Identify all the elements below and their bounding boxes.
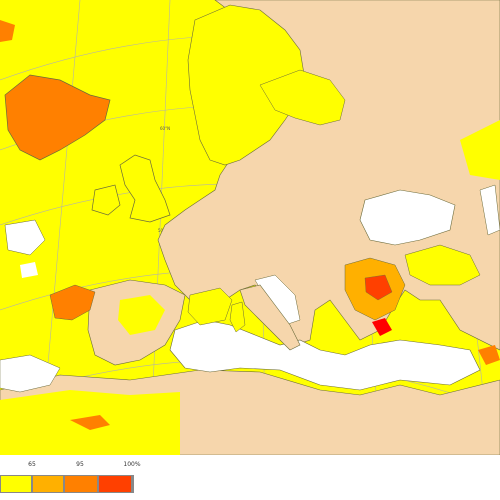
legend-swatch: [64, 475, 98, 493]
legend-swatch: [32, 475, 64, 493]
anatolia-yellow: [404, 244, 481, 286]
legend-swatch: [98, 475, 132, 493]
iceland: [4, 74, 111, 161]
legend-tick-label: 65: [28, 461, 36, 468]
baltic-area: [259, 69, 346, 126]
scandinavia-area: [187, 4, 306, 166]
legend-swatch: [132, 475, 134, 493]
middle-east-yellow: [460, 120, 500, 180]
atlantic-white-pocket: [4, 219, 46, 256]
ireland: [91, 184, 121, 216]
caspian-sea: [479, 184, 500, 236]
atlantic-white-pocket-2: [20, 262, 38, 278]
great-britain: [119, 154, 171, 223]
iberia-yellow: [118, 295, 165, 335]
legend-tick-label: 100%: [123, 461, 141, 468]
italy: [239, 284, 301, 351]
greece-red-cell: [364, 274, 393, 301]
sahara-white: [0, 354, 61, 393]
balearic-yellow-cell: [187, 287, 233, 326]
legend-swatch: [0, 475, 32, 493]
aegean-red-cell: [372, 318, 392, 336]
sardinia: [229, 301, 246, 333]
legend-tick-label: 95: [76, 461, 84, 468]
legend: 65 95 100%: [0, 460, 500, 500]
mediterranean-sea: [169, 319, 481, 391]
graticule-label: 60°N: [160, 126, 170, 131]
europe-map-canvas: 50°N 40°N 60°N: [0, 0, 500, 455]
atlantic-orange-cell: [49, 284, 96, 321]
north-africa-orange: [70, 415, 110, 430]
greenland-tip: [0, 20, 15, 42]
levant-orange: [478, 345, 500, 365]
black-sea: [359, 189, 456, 246]
